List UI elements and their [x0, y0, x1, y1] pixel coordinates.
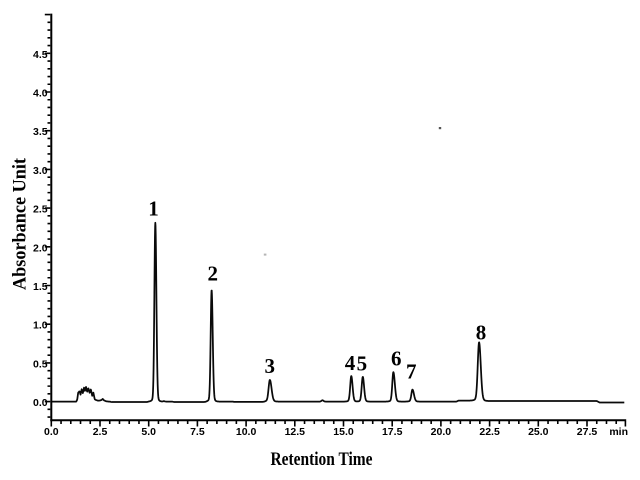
- svg-text:7.5: 7.5: [190, 426, 205, 438]
- svg-text:10.0: 10.0: [236, 426, 257, 438]
- svg-text:4.5: 4.5: [33, 49, 48, 61]
- svg-text:7: 7: [406, 360, 417, 384]
- svg-text:22.5: 22.5: [479, 426, 500, 438]
- svg-text:20.0: 20.0: [431, 426, 452, 438]
- svg-text:3.5: 3.5: [33, 126, 48, 138]
- svg-text:2.0: 2.0: [33, 242, 48, 254]
- svg-text:8: 8: [476, 321, 487, 345]
- svg-text:4: 4: [345, 351, 356, 375]
- svg-text:2.5: 2.5: [33, 204, 48, 216]
- svg-text:1.5: 1.5: [33, 281, 48, 293]
- svg-text:3: 3: [264, 354, 275, 378]
- svg-text:1: 1: [148, 197, 159, 221]
- svg-text:4.0: 4.0: [33, 88, 48, 100]
- svg-text:1.0: 1.0: [33, 320, 48, 332]
- svg-text:25.0: 25.0: [528, 426, 549, 438]
- svg-text:5.0: 5.0: [141, 426, 156, 438]
- svg-text:27.5: 27.5: [577, 426, 598, 438]
- svg-text:5: 5: [357, 352, 368, 376]
- svg-text:2: 2: [207, 262, 218, 286]
- svg-text:Retention Time: Retention Time: [271, 449, 373, 470]
- svg-text:15.0: 15.0: [333, 426, 354, 438]
- svg-text:12.5: 12.5: [285, 426, 306, 438]
- svg-text:0.0: 0.0: [33, 397, 48, 409]
- svg-text:0.5: 0.5: [33, 358, 48, 370]
- svg-text:3.0: 3.0: [33, 165, 48, 177]
- svg-text:6: 6: [391, 346, 402, 370]
- svg-text:Absorbance Unit: Absorbance Unit: [10, 157, 31, 290]
- svg-text:2.5: 2.5: [93, 426, 108, 438]
- svg-text:min: min: [609, 426, 628, 438]
- svg-text:17.5: 17.5: [382, 426, 403, 438]
- svg-text:0.0: 0.0: [44, 426, 59, 438]
